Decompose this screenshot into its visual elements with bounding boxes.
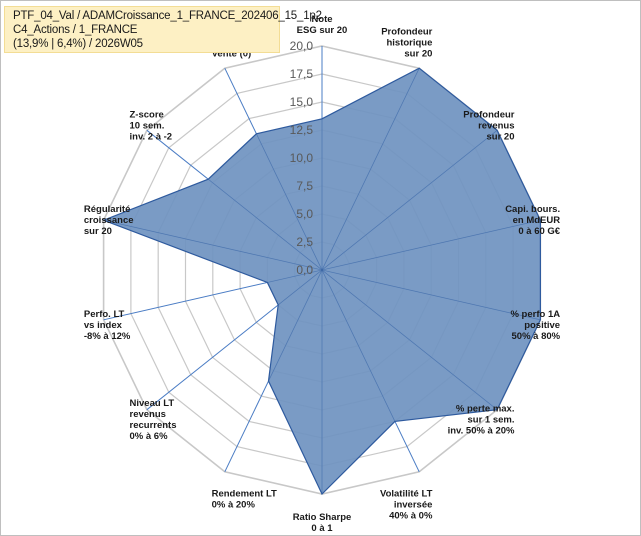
axis-spoke-inner: [103, 219, 323, 271]
axis-label-line: ESG sur 20: [297, 25, 348, 36]
axis-label-line: revenus: [478, 120, 514, 131]
axis-label-line: positive: [524, 320, 560, 331]
axis-label-line: Rendement LT: [212, 489, 277, 500]
axis-label-line: sur 20: [487, 131, 515, 142]
axis-label-line: % perte max.: [456, 404, 515, 415]
axis-label-line: 0 à 60 G€: [518, 226, 560, 237]
axis-label-line: Z-score: [130, 109, 164, 120]
axis-label-line: Capi. bours.: [505, 204, 560, 215]
header-title: PTF_04_Val / ADAMCroissance_1_FRANCE_202…: [13, 10, 322, 22]
axis-label-line: inv. 50% à 20%: [448, 426, 515, 437]
axis-spoke-inner: [208, 178, 323, 271]
axis-label-line: 0% à 6%: [130, 431, 169, 442]
header-stats: (13,9% | 6,4%) / 2026W05: [13, 38, 143, 50]
axis-spoke-inner: [256, 133, 323, 271]
tick-label: 0,0: [296, 263, 313, 277]
data-series: [101, 67, 542, 496]
axis-label-line: 0 à 1: [311, 523, 333, 534]
axis-label-line: -8% à 12%: [84, 331, 131, 342]
axis-label-line: Profondeur: [381, 26, 432, 37]
axis-label-line: sur 20: [404, 48, 432, 59]
axis-label-line: % perfo 1A: [510, 309, 560, 320]
tick-label: 5,0: [296, 207, 313, 221]
axis-label-line: inv. 2 à -2: [130, 131, 173, 142]
axis-label-line: vs index: [84, 320, 123, 331]
tick-label: 15,0: [290, 95, 314, 109]
axis-label-line: revenus: [130, 409, 166, 420]
axis-spoke-inner: [321, 269, 498, 410]
axis-label-line: Volatilité LT: [380, 489, 433, 500]
axis-label: % perte max.sur 1 sem.inv. 50% à 20%: [448, 404, 515, 437]
axis-label-line: 40% à 0%: [389, 511, 433, 522]
axis-spoke-inner: [321, 130, 498, 271]
tick-label: 10,0: [290, 151, 314, 165]
axis-label-line: recurrents: [130, 420, 177, 431]
axis-spoke-inner: [321, 68, 420, 271]
axis-label-line: historique: [386, 37, 432, 48]
axis-label-line: croissance: [84, 215, 134, 226]
radial-tick-labels: 0,0 2,5 5,0 7,5 10,0 12,5 15,0 17,5 20,0: [290, 39, 314, 277]
axis-label-line: Niveau LT: [130, 398, 175, 409]
axis-label-line: en MdEUR: [513, 215, 561, 226]
axis-label-line: Régularité: [84, 204, 130, 215]
axis-label-line: 0% à 20%: [212, 500, 256, 511]
axis-label-line: Profondeur: [463, 109, 514, 120]
axis-label-line: sur 20: [84, 226, 112, 237]
axis-spoke-inner: [278, 269, 323, 306]
tick-label: 12,5: [290, 123, 314, 137]
axis-label-line: 10 sem.: [130, 120, 165, 131]
header-box: PTF_04_Val / ADAMCroissance_1_FRANCE_202…: [4, 6, 322, 53]
axis-label-line: inversée: [394, 500, 433, 511]
axis-label-line: Vente (0): [212, 48, 252, 59]
axis-label-line: Note: [311, 14, 332, 25]
axis-label-line: 50% à 80%: [512, 331, 561, 342]
axis-spoke-inner: [321, 269, 396, 422]
axis-label-line: sur 1 sem.: [468, 415, 515, 426]
axis-label: Rendement LT0% à 20%: [212, 489, 277, 511]
axis-spoke-inner: [321, 269, 541, 321]
axis-spoke-inner: [268, 269, 323, 382]
tick-label: 2,5: [296, 235, 313, 249]
tick-label: 7,5: [296, 179, 313, 193]
axis-label-line: Ratio Sharpe: [293, 512, 352, 523]
tick-label: 17,5: [290, 67, 314, 81]
axis-label-line: Perfo. LT: [84, 309, 125, 320]
header-category: C4_Actions / 1_FRANCE: [13, 24, 138, 36]
axis-spoke-inner: [267, 269, 323, 283]
axis-spoke-inner: [321, 219, 541, 271]
tick-label: 20,0: [290, 39, 314, 53]
